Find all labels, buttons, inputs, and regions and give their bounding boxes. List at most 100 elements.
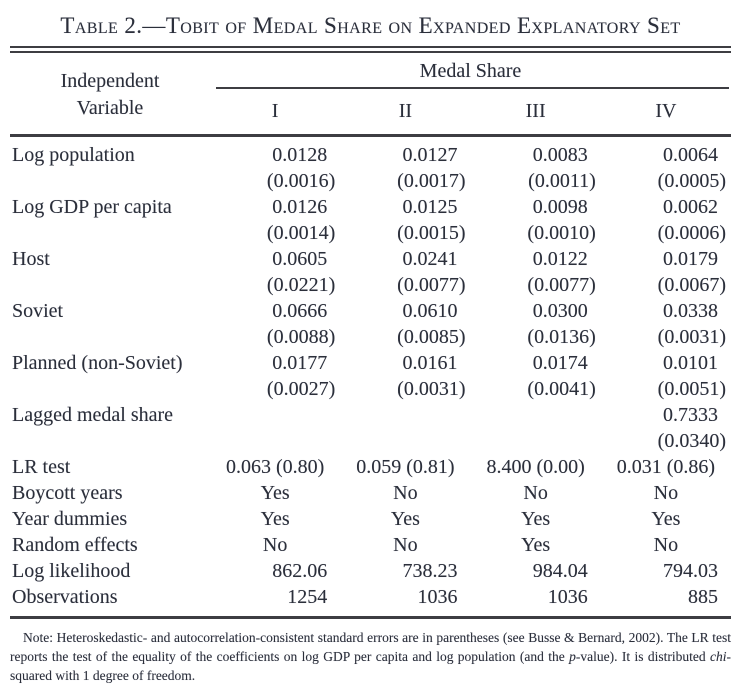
table-cell: Yes <box>521 534 551 556</box>
table-cell: Yes <box>260 482 290 504</box>
table-cell: (0.0077) <box>397 274 466 296</box>
table-cell: 794.03 <box>663 560 718 582</box>
stub-line-1: Independent <box>60 69 160 92</box>
table-cell: (0.0031) <box>397 378 466 400</box>
table-cell: 984.04 <box>532 560 588 582</box>
spanner-label: Medal Share <box>419 60 522 82</box>
table-cell <box>340 428 470 454</box>
col-head-3: III <box>525 100 546 122</box>
table-cell: (0.0011) <box>528 170 596 192</box>
row-label: Year dummies <box>12 508 128 530</box>
table-cell: 0.0122 <box>532 248 588 270</box>
table-cell: 862.06 <box>272 560 328 582</box>
table-cell: (0.0136) <box>527 326 596 348</box>
column-heads: I II III IV <box>210 89 731 134</box>
note-text: -value). It is distributed <box>575 649 710 664</box>
table-cell: (0.0006) <box>657 222 726 244</box>
table-cell: 0.0610 <box>402 300 458 322</box>
table-cell: 0.0179 <box>663 248 718 270</box>
table-row: (0.0088) (0.0085) (0.0136) (0.0031) <box>10 324 731 350</box>
table-cell: 0.0127 <box>402 144 458 166</box>
row-label: Log GDP per capita <box>12 196 172 218</box>
table-cell: 885 <box>688 586 718 608</box>
table-cell <box>471 402 601 428</box>
table-row: Random effects No No Yes No <box>10 532 731 558</box>
row-label: Random effects <box>12 534 138 556</box>
table-cell: 0.0101 <box>663 352 718 374</box>
table-cell: 0.0241 <box>402 248 458 270</box>
row-label: Log population <box>12 144 135 166</box>
table-cell: Yes <box>651 508 681 530</box>
table-cell: (0.0016) <box>266 170 336 192</box>
table-row: (0.0027) (0.0031) (0.0041) (0.0051) <box>10 376 731 402</box>
table-row: (0.0016) (0.0017) (0.0011) (0.0005) <box>10 168 731 194</box>
col-head-4: IV <box>655 100 677 122</box>
table-cell: No <box>393 482 418 504</box>
table-cell: No <box>653 482 679 504</box>
table-cell: 0.063 (0.80) <box>225 456 325 478</box>
table-cell: 0.0666 <box>272 300 328 322</box>
table-row: Planned (non-Soviet) 0.0177 0.0161 0.017… <box>10 350 731 376</box>
table-row: Lagged medal share 0.7333 <box>10 402 731 428</box>
table-cell: No <box>262 534 288 556</box>
table-cell <box>210 402 340 428</box>
row-label: Log likelihood <box>12 560 131 582</box>
table-cell: (0.0221) <box>266 274 336 296</box>
table-row: Log population 0.0128 0.0127 0.0083 0.00… <box>10 142 731 168</box>
row-label <box>10 324 210 350</box>
table-cell: (0.0041) <box>527 378 596 400</box>
table-cell: (0.0017) <box>397 170 466 192</box>
table-cell: 1254 <box>287 586 328 608</box>
table-cell <box>340 402 470 428</box>
row-label: LR test <box>12 456 71 478</box>
spanner-group: Medal Share I II III IV <box>210 55 731 134</box>
table-row: Observations 1254 1036 1036 885 <box>10 584 731 610</box>
table-row: Log GDP per capita 0.0126 0.0125 0.0098 … <box>10 194 731 220</box>
table-cell: Yes <box>390 508 420 530</box>
table-cell: 0.0128 <box>272 144 328 166</box>
table-cell: (0.0031) <box>657 326 726 348</box>
row-label: Host <box>12 248 50 270</box>
table-cell: 0.0126 <box>272 196 328 218</box>
table-cell: 0.0300 <box>532 300 588 322</box>
table-header: Independent Variable Medal Share I II II… <box>10 55 731 134</box>
stub-line-2: Variable <box>76 96 144 119</box>
stub-head: Independent Variable <box>10 55 210 134</box>
table-cell: Yes <box>521 508 551 530</box>
table-cell: 1036 <box>547 586 588 608</box>
table-cell: Yes <box>260 508 290 530</box>
row-label: Boycott years <box>12 482 123 504</box>
row-label: Observations <box>12 586 118 608</box>
table-cell: 0.0605 <box>272 248 328 270</box>
note-text: -squared with 1 degree of freedom. <box>10 649 731 683</box>
row-label: Lagged medal share <box>12 404 174 426</box>
table-cell: 0.0062 <box>663 196 718 218</box>
title-double-rule <box>10 46 731 53</box>
col-head-1: I <box>271 100 279 122</box>
table-cell: (0.0005) <box>657 170 726 192</box>
table-row: Log likelihood 862.06 738.23 984.04 794.… <box>10 558 731 584</box>
table-cell: (0.0015) <box>397 222 466 244</box>
table-cell: 0.059 (0.81) <box>356 456 455 478</box>
header-rule <box>10 134 731 137</box>
table-cell: 0.7333 <box>663 404 718 426</box>
table-cell: 0.031 (0.86) <box>616 456 716 478</box>
table-cell <box>210 428 340 454</box>
table-body: Log population 0.0128 0.0127 0.0083 0.00… <box>10 137 731 616</box>
table-cell: (0.0085) <box>397 326 466 348</box>
table-cell: 1036 <box>417 586 458 608</box>
table-cell: 8.400 (0.00) <box>486 456 585 478</box>
table-row: (0.0014) (0.0015) (0.0010) (0.0006) <box>10 220 731 246</box>
spanner-rule <box>216 87 729 89</box>
table-cell: 0.0083 <box>532 144 588 166</box>
table-cell: 738.23 <box>402 560 458 582</box>
table-cell: 0.0125 <box>402 196 458 218</box>
table-note: Note: Heteroskedastic- and autocorrelati… <box>10 628 731 685</box>
footer-rule <box>10 616 731 619</box>
table-row: Host 0.0605 0.0241 0.0122 0.0179 <box>10 246 731 272</box>
row-label <box>10 272 210 298</box>
table-title: Table 2.—Tobit of Medal Share on Expande… <box>60 13 681 38</box>
table-row: LR test 0.063 (0.80) 0.059 (0.81) 8.400 … <box>10 454 731 480</box>
table-cell: (0.0010) <box>527 222 596 244</box>
table-cell: 0.0161 <box>402 352 458 374</box>
